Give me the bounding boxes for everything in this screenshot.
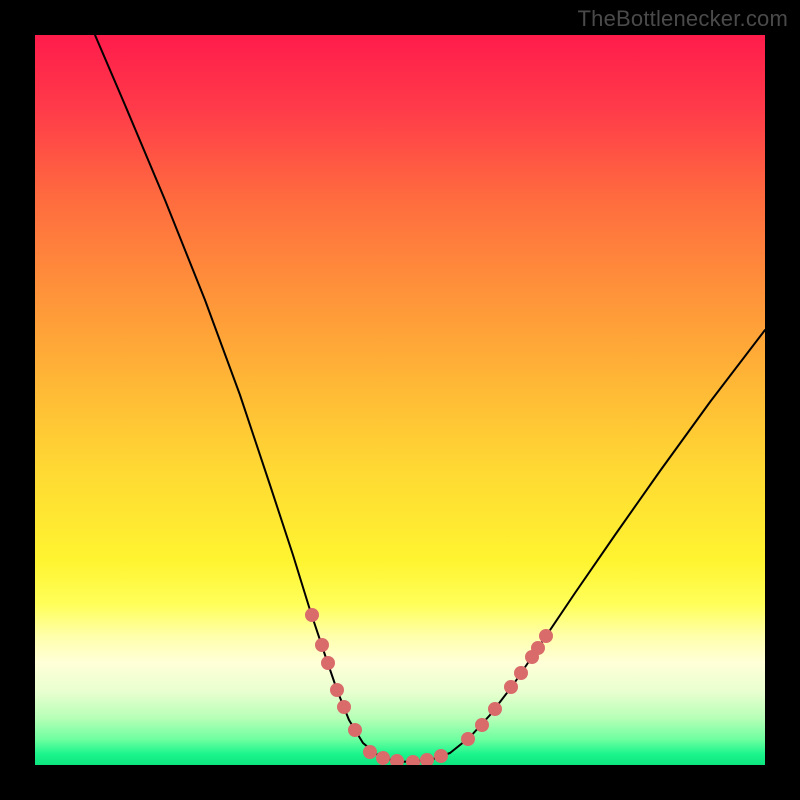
marker-dot [434,749,448,763]
marker-dot [475,718,489,732]
marker-dot [363,745,377,759]
marker-dot [539,629,553,643]
marker-dot [348,723,362,737]
chart-container: TheBottlenecker.com [0,0,800,800]
marker-dot [376,751,390,765]
marker-dot [504,680,518,694]
marker-dot [531,641,545,655]
gradient-background [35,35,765,765]
marker-dot [337,700,351,714]
chart-svg [35,35,765,765]
watermark-text: TheBottlenecker.com [578,6,788,32]
marker-dot [305,608,319,622]
marker-dot [321,656,335,670]
marker-dot [488,702,502,716]
marker-dot [514,666,528,680]
marker-dot [315,638,329,652]
marker-dot [461,732,475,746]
marker-dot [330,683,344,697]
plot-area [35,35,765,765]
